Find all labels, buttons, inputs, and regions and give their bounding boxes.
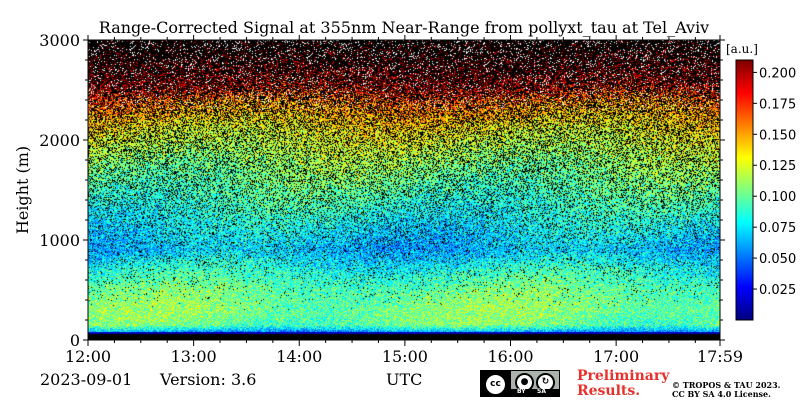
preliminary-line-1: Preliminary <box>577 368 670 384</box>
y-tick-label: 1000 <box>39 231 80 250</box>
cc-icon: cc <box>484 373 507 396</box>
colorbar-label: [a.u.] <box>726 42 758 56</box>
x-tick-label: 17:00 <box>593 347 639 366</box>
heatmap-image <box>88 40 720 340</box>
y-tick-label: 0 <box>70 331 80 350</box>
x-tick-label: 16:00 <box>487 347 533 366</box>
colorbar-tick-label: 0.125 <box>759 159 796 174</box>
cc-by-label: BY <box>517 388 526 395</box>
copyright-line-1: © TROPOS & TAU 2023. <box>672 380 781 390</box>
x-tick-label: 17:59 <box>697 347 743 366</box>
colorbar: 0.025 0.050 0.075 0.100 0.125 0.150 0.175 0.200… <box>726 42 796 321</box>
colorbar-ticks: 0.025 0.050 0.075 0.100 0.125 0.150 0.175 0.200 <box>753 66 796 298</box>
x-axis: 12:00 13:00 14:00 15:00 16:00 17:00 17:59 <box>65 35 743 366</box>
colorbar-tick-label: 0.050 <box>759 252 796 267</box>
colorbar-tick-label: 0.150 <box>759 128 796 143</box>
colorbar-image <box>736 60 753 320</box>
colorbar-tick-label: 0.100 <box>759 190 796 205</box>
x-tick-label: 15:00 <box>382 347 428 366</box>
cc-license-badge: cc ● ↻ BY SA <box>480 370 560 397</box>
preliminary-results: Preliminary Results. <box>577 369 669 399</box>
colorbar-tick-label: 0.075 <box>759 221 796 236</box>
x-axis-label: UTC <box>386 370 423 389</box>
cc-sa-label: SA <box>537 388 546 395</box>
chart-title: Range-Corrected Signal at 355nm Near-Ran… <box>99 18 709 37</box>
version-text: Version: 3.6 <box>160 370 257 389</box>
copyright-line-2: CC BY SA 4.0 License. <box>672 389 771 399</box>
share-alike-icon: ↻ <box>536 373 555 392</box>
date-text: 2023-09-01 <box>40 370 133 389</box>
x-tick-label: 14:00 <box>276 347 322 366</box>
heatmap-area <box>88 40 720 340</box>
y-axis: 0 1000 2000 3000 <box>39 31 725 350</box>
y-tick-label: 2000 <box>39 131 80 150</box>
colorbar-tick-label: 0.175 <box>759 97 796 112</box>
x-tick-label: 13:00 <box>171 347 217 366</box>
y-tick-label: 3000 <box>39 31 80 50</box>
x-tick-label: 12:00 <box>65 347 111 366</box>
copyright-notice: © TROPOS & TAU 2023. CC BY SA 4.0 Licens… <box>672 381 780 399</box>
colorbar-frame <box>735 59 754 321</box>
plot-frame <box>87 39 721 341</box>
y-axis-label: Height (m) <box>13 146 32 234</box>
preliminary-line-2: Results. <box>577 383 641 399</box>
colorbar-tick-label: 0.025 <box>759 283 796 298</box>
colorbar-tick-label: 0.200 <box>759 66 796 81</box>
